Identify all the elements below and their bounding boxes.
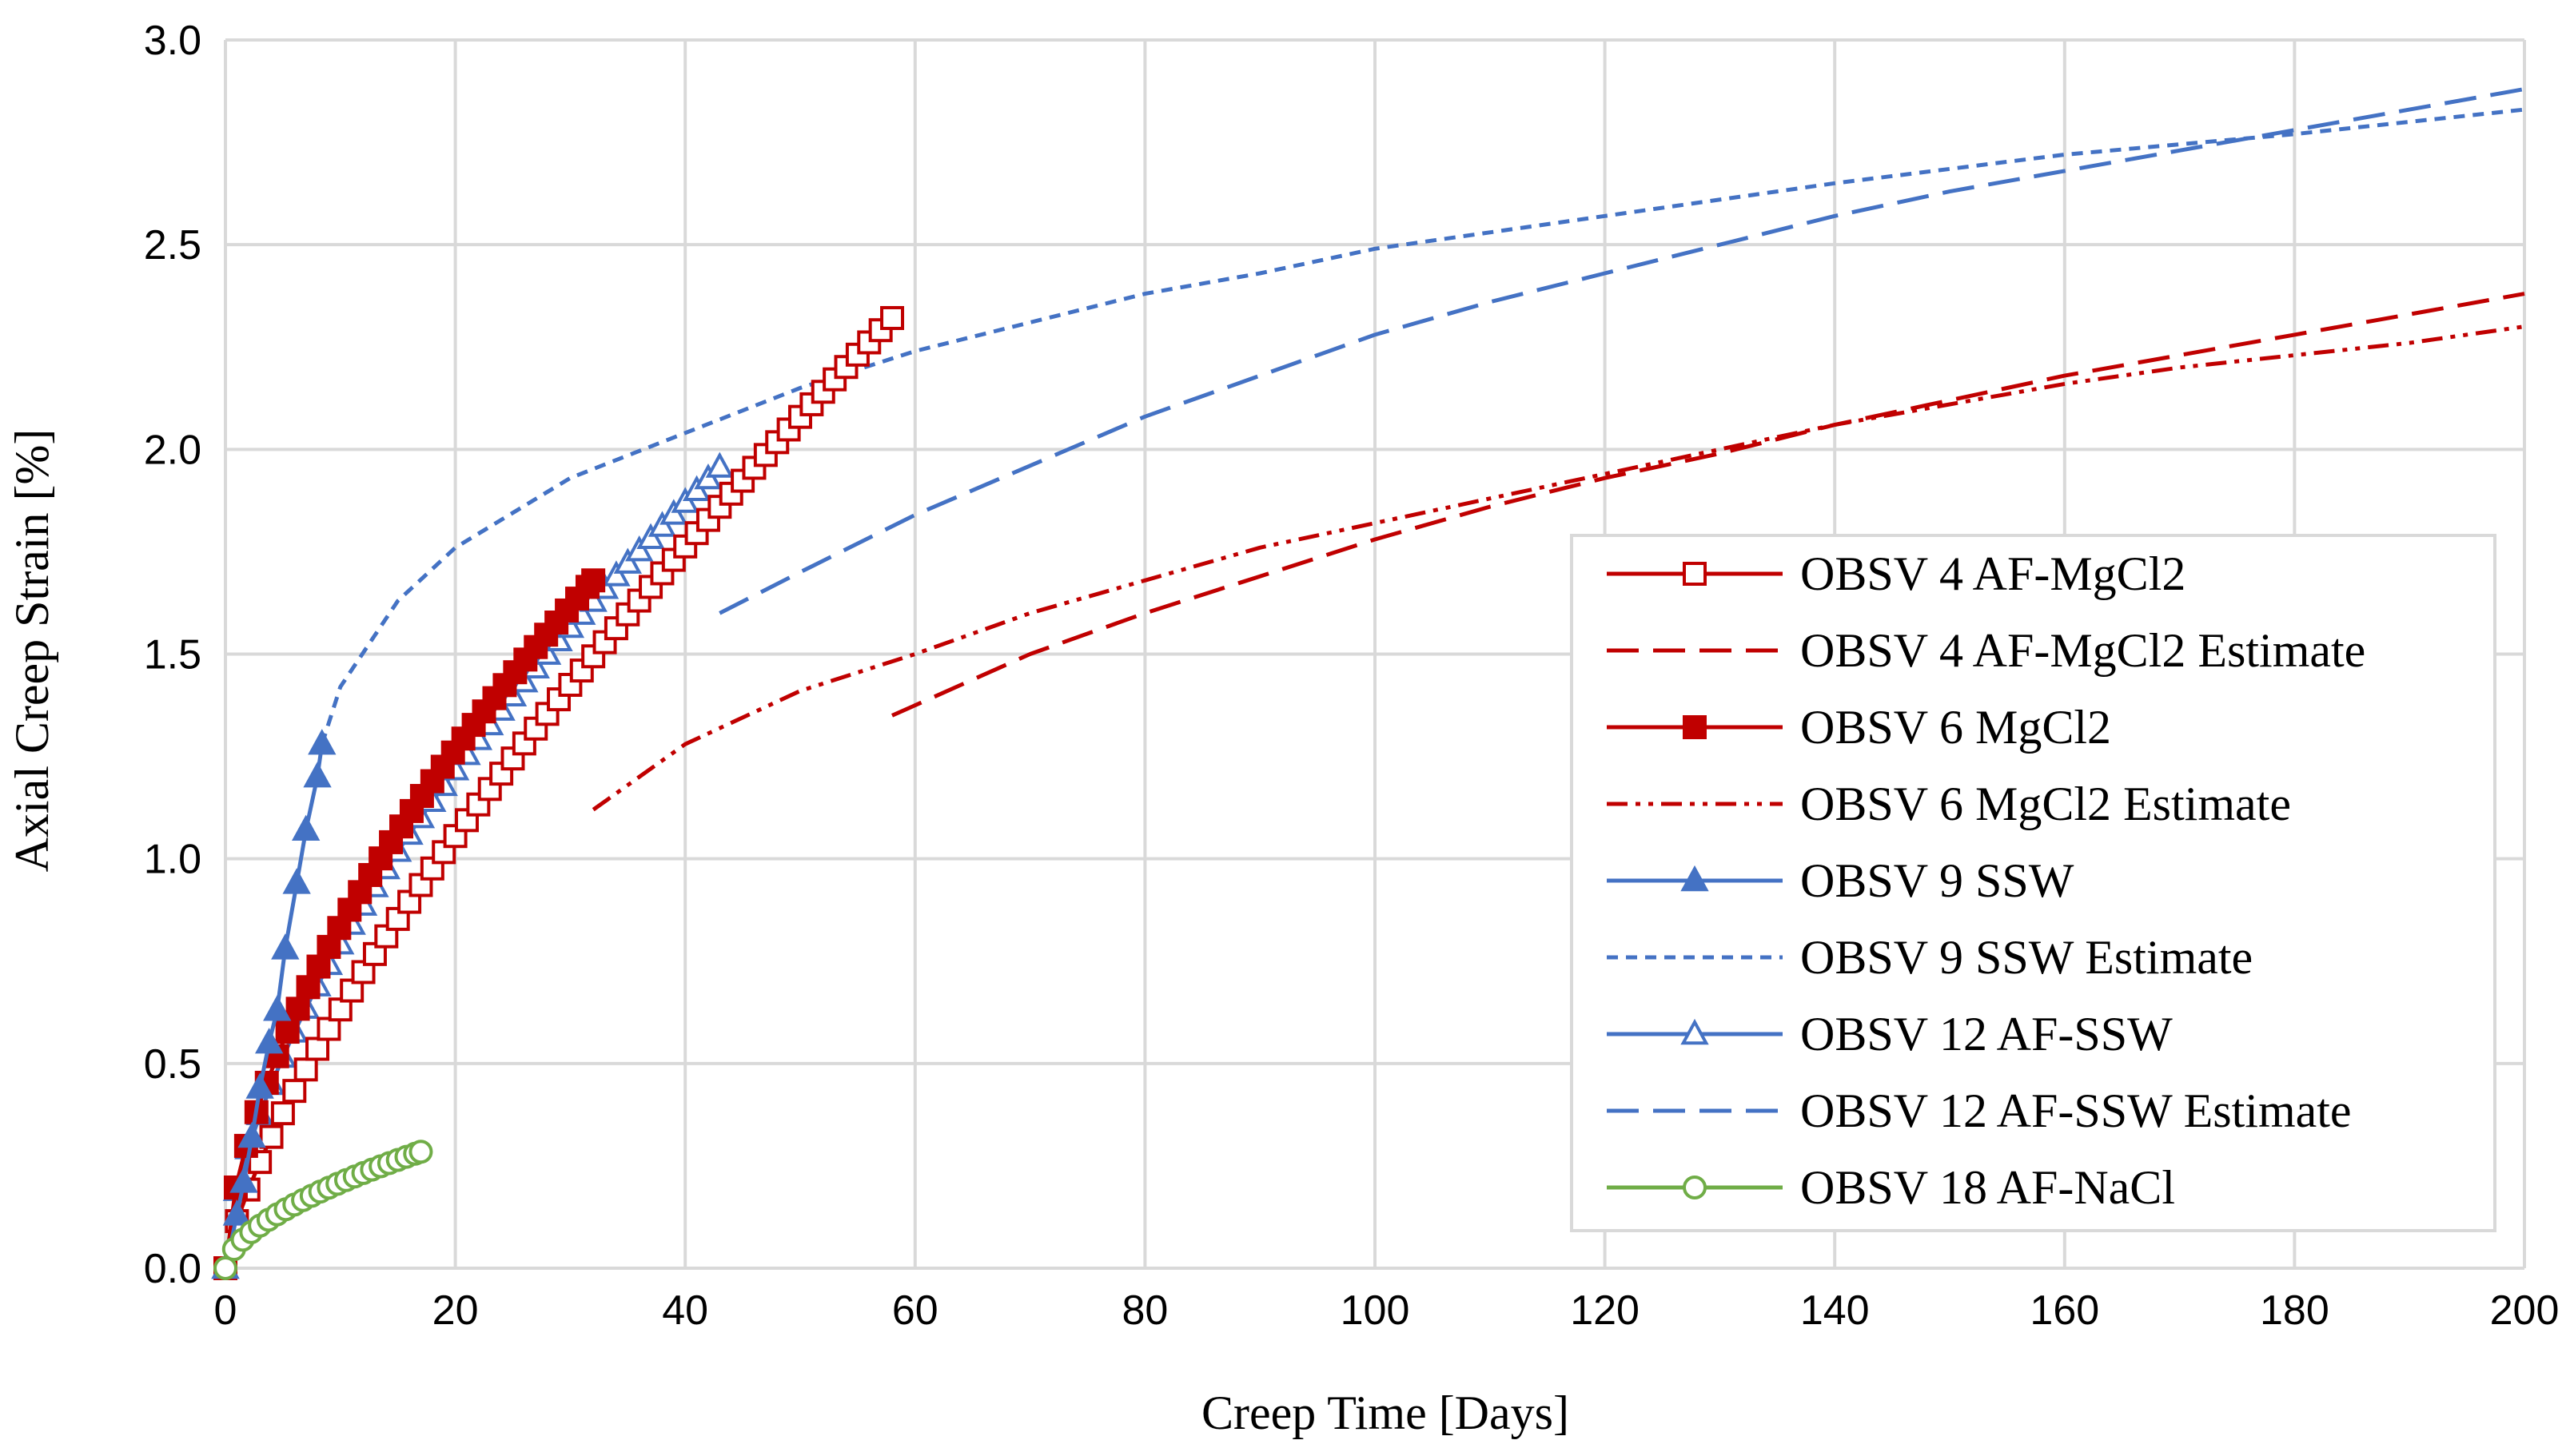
x-tick-label: 80 <box>1122 1287 1168 1334</box>
data-point <box>296 975 321 1000</box>
series-line <box>320 107 2525 745</box>
y-tick-label: 2.5 <box>144 222 201 269</box>
legend-label: OBSV 4 AF-MgCl2 <box>1800 547 2185 600</box>
data-point <box>602 560 631 587</box>
series-0 <box>213 305 905 1280</box>
data-point <box>259 1124 284 1149</box>
y-tick-label: 0.0 <box>144 1246 201 1292</box>
data-point <box>245 1072 274 1099</box>
legend-label: OBSV 6 MgCl2 Estimate <box>1800 778 2291 830</box>
legend-entry: OBSV 4 AF-MgCl2 Estimate <box>1607 624 2365 677</box>
legend-label: OBSV 9 SSW Estimate <box>1800 931 2253 984</box>
x-axis-title: Creep Time [Days] <box>1201 1386 1569 1439</box>
series-5 <box>320 107 2525 745</box>
legend-label: OBSV 4 AF-MgCl2 Estimate <box>1800 624 2365 677</box>
data-point <box>254 1028 284 1054</box>
legend-entry: OBSV 18 AF-NaCl <box>1607 1161 2175 1214</box>
data-point <box>270 1101 295 1126</box>
data-point <box>636 523 665 549</box>
legend-entry: OBSV 9 SSW Estimate <box>1607 931 2253 984</box>
x-tick-label: 200 <box>2490 1287 2560 1334</box>
data-point <box>213 1256 237 1280</box>
y-tick-label: 3.0 <box>144 18 201 64</box>
data-point <box>308 729 337 755</box>
data-point <box>705 452 735 478</box>
legend-label: OBSV 12 AF-SSW <box>1800 1008 2173 1060</box>
legend-items: OBSV 4 AF-MgCl2 OBSV 4 AF-MgCl2 Estimate O… <box>1607 547 2365 1214</box>
data-point <box>282 868 311 894</box>
legend-swatch-marker <box>1683 562 1707 586</box>
data-point <box>581 568 606 593</box>
series-7 <box>719 87 2525 615</box>
legend-swatch-marker <box>1683 715 1707 739</box>
data-point <box>237 1121 266 1148</box>
x-tick-label: 0 <box>214 1287 237 1334</box>
legend: OBSV 4 AF-MgCl2 OBSV 4 AF-MgCl2 Estimate O… <box>1570 534 2496 1232</box>
y-tick-label: 1.5 <box>144 632 201 678</box>
data-point <box>282 1079 307 1104</box>
y-tick-label: 0.5 <box>144 1041 201 1088</box>
legend-label: OBSV 9 SSW <box>1800 854 2074 907</box>
x-tick-label: 140 <box>1800 1287 1870 1334</box>
x-tick-label: 20 <box>432 1287 479 1334</box>
series-line <box>719 87 2525 615</box>
x-tick-label: 100 <box>1341 1287 1410 1334</box>
legend-entry: OBSV 12 AF-SSW <box>1607 1008 2173 1060</box>
series-8 <box>213 1140 433 1280</box>
series-line <box>891 292 2525 718</box>
legend-swatch-marker <box>1680 865 1709 892</box>
data-point <box>271 933 300 960</box>
data-point <box>229 1167 258 1193</box>
data-point <box>263 995 292 1021</box>
legend-entry: OBSV 12 AF-SSW Estimate <box>1607 1084 2352 1137</box>
legend-entry: OBSV 6 MgCl2 Estimate <box>1607 778 2291 830</box>
legend-entry: OBSV 6 MgCl2 <box>1607 701 2111 754</box>
data-point <box>285 997 310 1021</box>
series-3 <box>592 324 2525 812</box>
data-point <box>317 1016 341 1041</box>
data-point <box>306 954 331 979</box>
data-point <box>303 762 332 788</box>
legend-entry: OBSV 9 SSW <box>1607 854 2074 907</box>
legend-label: OBSV 6 MgCl2 <box>1800 701 2111 754</box>
y-tick-label: 1.0 <box>144 837 201 883</box>
series-1 <box>891 292 2525 718</box>
x-tick-label: 60 <box>892 1287 938 1334</box>
legend-label: OBSV 18 AF-NaCl <box>1800 1161 2175 1214</box>
legend-swatch-marker <box>1683 1176 1707 1199</box>
data-point <box>305 1036 330 1061</box>
data-point <box>291 814 321 841</box>
x-tick-label: 120 <box>1570 1287 1640 1334</box>
series-4 <box>211 729 337 1279</box>
y-axis-title: Axial Creep Strain [%] <box>6 429 58 873</box>
legend-entry: OBSV 4 AF-MgCl2 <box>1607 547 2185 600</box>
x-tick-label: 160 <box>2030 1287 2099 1334</box>
series-layer <box>211 87 2525 1280</box>
legend-label: OBSV 12 AF-SSW Estimate <box>1800 1084 2352 1137</box>
series-line <box>223 316 894 1269</box>
data-point <box>613 547 642 574</box>
axis-layer: 0 20 40 60 80 100 120 140 160 180 200 0.0 0.5 1.0 1.5 2… <box>144 18 2560 1334</box>
x-tick-label: 40 <box>662 1287 708 1334</box>
data-point <box>880 305 905 330</box>
series-line <box>592 324 2525 812</box>
x-tick-label: 180 <box>2260 1287 2329 1334</box>
data-point <box>408 1140 433 1164</box>
data-point <box>275 1020 300 1044</box>
y-tick-label: 2.0 <box>144 427 201 473</box>
legend-swatch-marker <box>1680 1018 1709 1045</box>
data-point <box>222 1199 252 1226</box>
data-point <box>293 1057 318 1082</box>
data-point <box>625 535 654 562</box>
